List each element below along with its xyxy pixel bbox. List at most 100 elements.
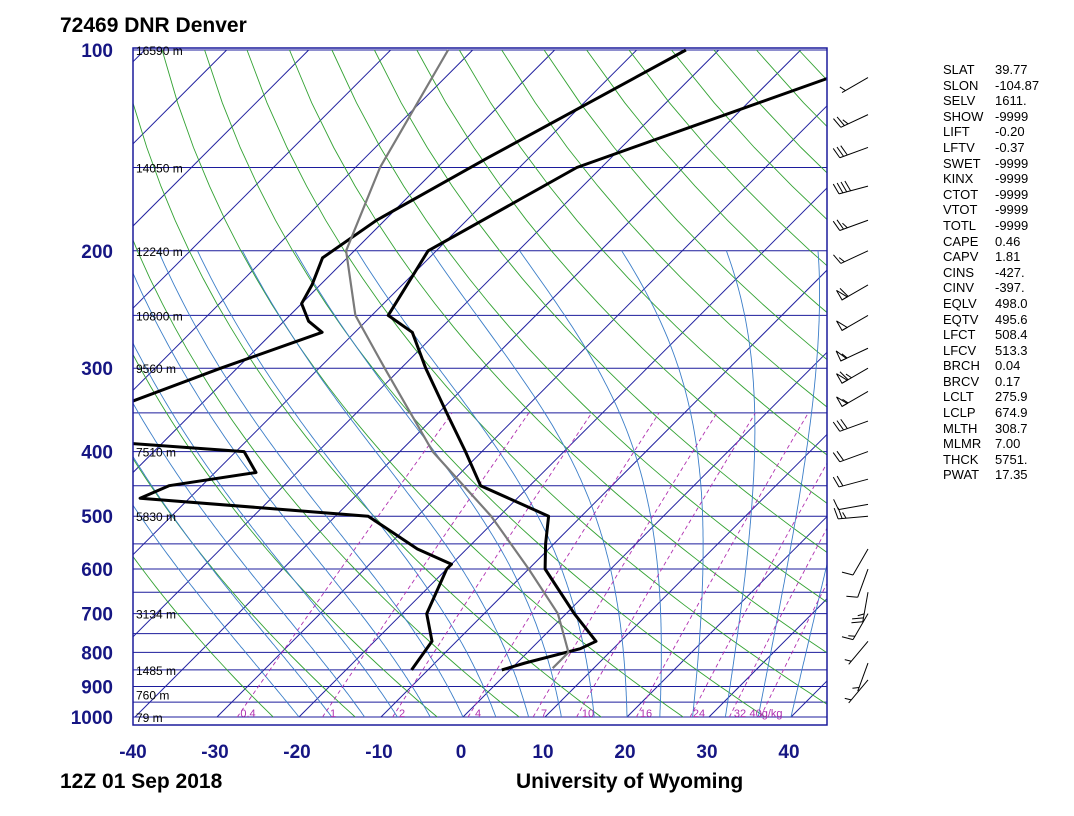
barb-feather: [833, 507, 839, 520]
mixing-ratio-label: 4: [475, 708, 481, 720]
index-value: -9999: [995, 171, 1029, 187]
barb-feather: [842, 512, 847, 519]
barb-feather: [842, 119, 849, 125]
index-key: CINS: [943, 264, 975, 280]
barb-feather: [832, 476, 840, 488]
index-row: BRCV 0.17: [943, 374, 1039, 390]
stability-indices: SLAT 39.77 SLON -104.87 SELV 1611. SHOW -9999 LI…: [943, 62, 1039, 483]
barb-feather: [836, 116, 845, 126]
dry-adiabat: [133, 353, 438, 718]
barb-staff: [838, 478, 869, 488]
pressure-tick-label: 400: [81, 443, 113, 464]
isotherm-line: [298, 187, 827, 718]
barb-pennant: [836, 373, 849, 384]
mixing-ratio-line: [689, 462, 827, 718]
index-value: 308.7: [995, 420, 1028, 436]
index-row: LFCT 508.4: [943, 327, 1039, 343]
barb-feather: [846, 595, 858, 598]
wind-barb: [835, 347, 869, 362]
barb-feather: [839, 86, 846, 92]
index-key: EQLV: [943, 295, 977, 311]
isotherm-line: [133, 49, 720, 638]
moist-adiabat: [790, 562, 827, 718]
barb-staff: [838, 515, 869, 520]
pressure-tick-label: 800: [81, 643, 113, 664]
wind-barb: [836, 367, 869, 384]
wind-barb: [832, 450, 869, 463]
index-row: TOTL -9999: [943, 218, 1039, 234]
wind-barb: [844, 640, 869, 665]
isotherm-line: [134, 49, 802, 718]
pressure-tick-label: 700: [81, 605, 113, 626]
barb-feather: [845, 373, 852, 379]
index-row: MLMR 7.00: [943, 436, 1039, 452]
index-row: CINV -397.: [943, 280, 1039, 296]
moist-adiabat: [197, 250, 497, 718]
index-row: LFCV 513.3: [943, 343, 1039, 359]
wind-barb: [841, 548, 869, 576]
index-value: -9999: [995, 108, 1029, 124]
dry-adiabat: [458, 49, 827, 456]
barb-feather: [832, 421, 841, 432]
temperature-tick-label: -40: [119, 742, 146, 763]
barb-feather: [841, 636, 854, 641]
barb-feather: [844, 180, 852, 192]
height-label: 12240 m: [136, 245, 183, 259]
index-key: KINX: [943, 171, 974, 187]
pressure-tick-label: 900: [81, 677, 113, 698]
isotherm-line: [133, 49, 556, 474]
pressure-tick-label: 300: [81, 359, 113, 380]
isotherm-line: [133, 49, 392, 309]
pressure-tick-label: 100: [81, 41, 113, 62]
mixing-ratio-line: [728, 527, 827, 718]
barb-feather: [841, 353, 848, 359]
moist-adiabat: [133, 342, 398, 718]
index-value: 0.46: [995, 233, 1021, 249]
wind-barb: [832, 219, 869, 231]
moist-adiabat: [157, 250, 464, 718]
barb-staff: [838, 503, 869, 511]
moist-adiabat: [519, 250, 662, 718]
barb-feather: [833, 118, 842, 128]
index-key: MLMR: [943, 436, 982, 452]
index-row: SLAT 39.77: [943, 62, 1039, 78]
isotherm-line: [216, 105, 827, 718]
temperature-tick-label: 30: [696, 742, 717, 763]
index-key: SWET: [943, 155, 981, 171]
index-row: BRCH 0.04: [943, 358, 1039, 374]
height-label: 9560 m: [136, 362, 176, 376]
barb-feather: [852, 686, 860, 689]
index-key: BRCV: [943, 373, 980, 389]
wind-barb: [852, 662, 869, 692]
index-key: LCLP: [943, 405, 976, 421]
mixing-ratio-label: 24: [693, 708, 705, 720]
barb-feather: [836, 182, 844, 194]
index-key: SLAT: [943, 62, 975, 77]
isotherm-line: [133, 49, 474, 392]
height-label: 3134 m: [136, 608, 176, 622]
index-value: 1.81: [995, 249, 1021, 265]
index-key: LFCT: [943, 327, 976, 343]
wind-barb: [833, 250, 869, 264]
height-label: 79 m: [136, 711, 163, 725]
barb-staff: [839, 451, 869, 463]
index-value: 513.3: [995, 342, 1028, 358]
barb-feather: [836, 450, 844, 461]
height-label: 760 m: [136, 688, 169, 702]
mixing-ratio-line: [467, 412, 660, 718]
isotherm-line: [544, 433, 827, 718]
index-row: KINX -9999: [943, 171, 1039, 187]
temperature-tick-label: -10: [365, 742, 392, 763]
wind-barb: [851, 592, 869, 624]
height-label: 10800 m: [136, 309, 183, 323]
dry-adiabat: [543, 49, 827, 361]
index-row: CINS -427.: [943, 265, 1039, 281]
mixing-ratio-line: [532, 412, 718, 718]
page-title: 72469 DNR Denver: [60, 14, 247, 37]
moist-adiabat: [133, 455, 333, 718]
index-key: VTOT: [943, 202, 978, 218]
isotherm-line: [133, 49, 638, 556]
index-key: SLON: [943, 77, 979, 93]
isotherm-line: [133, 49, 228, 145]
